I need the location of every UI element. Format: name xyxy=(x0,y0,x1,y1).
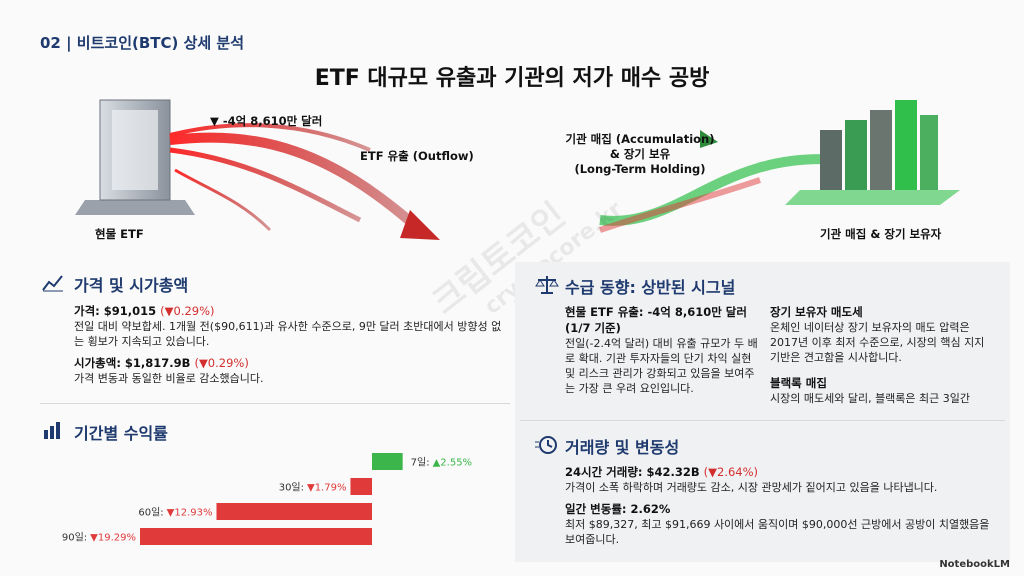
bar-label: 60일: ▼12.93% xyxy=(138,507,212,519)
section-heading: 가격 및 시가총액 xyxy=(74,276,189,295)
item-change: (▼0.29%) xyxy=(194,356,249,370)
value-label: ▼19.29% xyxy=(90,533,136,544)
item-label: 24시간 거래량: $42.32B (▼2.64%) xyxy=(565,464,995,480)
item-body: 가격 변동과 동일한 비율로 감소했습니다. xyxy=(74,372,264,385)
item-title: 시가총액: $1,817.9B xyxy=(74,356,191,370)
bar xyxy=(140,528,372,545)
item-label: 가격: $91,015 (▼0.29%) xyxy=(74,303,504,319)
item-body: 최저 $89,327, 최고 $91,669 사이에서 움직이며 $90,000… xyxy=(565,518,990,546)
scale-icon xyxy=(535,276,559,294)
etf-label: 현물 ETF xyxy=(95,227,144,241)
chart-icon xyxy=(42,275,63,292)
inflow-stream xyxy=(599,130,841,233)
illustration xyxy=(75,99,960,240)
page-title: ETF 대규모 유출과 기관의 저가 매수 공방 xyxy=(314,66,710,91)
price-items: 가격: $91,015 (▼0.29%) 전일 대비 약보합세. 1개월 전($… xyxy=(74,303,504,386)
accumulation-line: 기관 매집 (Accumulation) xyxy=(565,132,715,146)
item-title: 블랙록 매집 xyxy=(770,376,827,390)
clock-icon xyxy=(535,436,557,454)
holder-label: 기관 매집 & 장기 보유자 xyxy=(820,227,942,241)
category-label: 30일: xyxy=(279,482,304,494)
value-label: ▼12.93% xyxy=(167,508,213,519)
etf-block xyxy=(75,99,195,215)
bar xyxy=(372,453,403,470)
category-label: 60일: xyxy=(138,507,163,519)
item-title: 24시간 거래량: $42.32B xyxy=(565,465,700,479)
footer-brand: NotebookLM xyxy=(939,559,1010,570)
section-heading: 거래량 및 변동성 xyxy=(565,438,680,457)
item-title: 가격: $91,015 xyxy=(74,304,157,318)
item-title: 장기 보유자 매도세 xyxy=(770,305,863,319)
right-panel xyxy=(515,262,1010,562)
accumulation-label: 기관 매집 (Accumulation) & 장기 보유 (Long-Term … xyxy=(560,132,720,177)
volume-items: 24시간 거래량: $42.32B (▼2.64%) 가격이 소폭 하락하며 거… xyxy=(565,464,995,547)
chart-title: 기간별 수익률 xyxy=(74,424,168,443)
category-label: 90일: xyxy=(62,532,87,544)
value-label: ▲2.55% xyxy=(433,458,472,469)
holder-cubes xyxy=(785,100,960,205)
divider xyxy=(40,403,510,404)
accumulation-line: & 장기 보유 xyxy=(609,147,671,161)
section-heading: 수급 동향: 상반된 시그널 xyxy=(565,278,736,297)
item-body: 전일(-2.4억 달러) 대비 유출 규모가 두 배로 확대. 기관 투자자들의… xyxy=(565,337,758,395)
flow-left: 현물 ETF 유출: -4억 8,610만 달러 (1/7 기준) 전일(-2.… xyxy=(565,304,760,396)
item-body: 시장의 매도세와 달리, 블랙록은 최근 3일간 xyxy=(770,392,971,405)
bar xyxy=(216,503,372,520)
bar xyxy=(350,478,372,495)
outflow-label: ETF 유출 (Outflow) xyxy=(360,149,474,163)
item-body: 전일 대비 약보합세. 1개월 전($90,611)과 유사한 수준으로, 9만… xyxy=(74,320,502,348)
bar-icon xyxy=(44,422,60,439)
item-title: 일간 변동률: 2.62% xyxy=(565,502,671,516)
item-body: 가격이 소폭 하락하며 거래량도 감소, 시장 관망세가 짙어지고 있음을 나타… xyxy=(565,481,938,494)
bar-label: 30일: ▼1.79% xyxy=(279,482,347,494)
section-label: 02 | 비트코인(BTC) 상세 분석 xyxy=(40,34,245,52)
value-label: ▼1.79% xyxy=(307,483,346,494)
bar-label: 90일: ▼19.29% xyxy=(62,532,136,544)
flow-right: 장기 보유자 매도세 온체인 네이터상 장기 보유자의 매도 압력은 2017년… xyxy=(770,304,995,406)
divider xyxy=(520,420,1005,421)
outflow-amount: ▼ -4억 8,610만 달러 xyxy=(210,114,323,128)
bar-label: 7일: ▲2.55% xyxy=(411,457,472,469)
item-label: 시가총액: $1,817.9B (▼0.29%) xyxy=(74,355,504,371)
item-change: (▼0.29%) xyxy=(160,304,215,318)
item-body: 온체인 네이터상 장기 보유자의 매도 압력은 2017년 이후 최저 수준으로… xyxy=(770,321,985,364)
accumulation-line: (Long-Term Holding) xyxy=(574,162,706,176)
category-label: 7일: xyxy=(411,457,430,469)
item-change: (▼2.64%) xyxy=(703,465,759,479)
chart: 7일: ▲2.55% 30일: ▼1.79% 60일: ▼12.93% 90일: ▼19.29… xyxy=(62,453,472,545)
outflow-stream xyxy=(169,123,440,240)
item-title: 현물 ETF 유출: -4억 8,610만 달러 (1/7 기준) xyxy=(565,305,747,335)
